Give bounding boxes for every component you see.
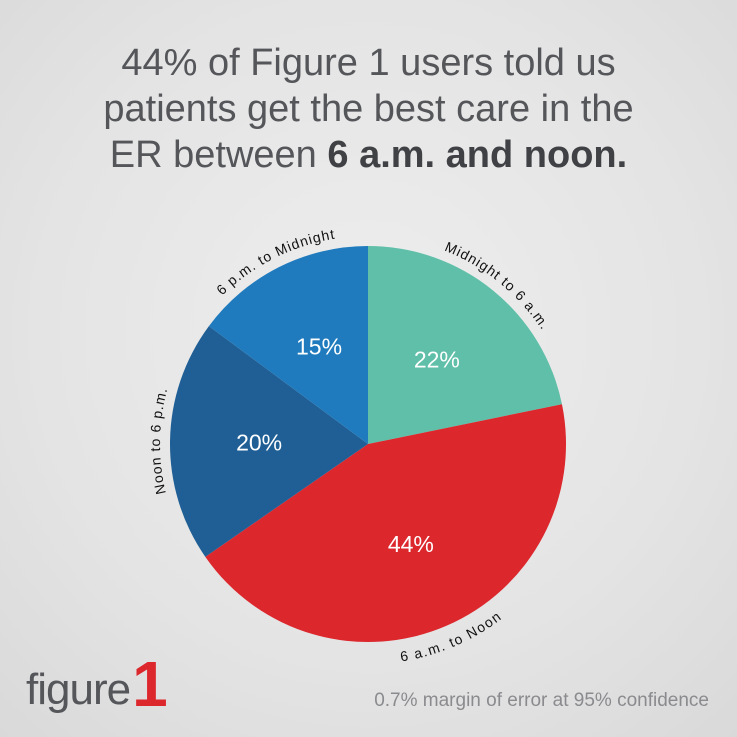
pie-slice-1 <box>368 246 562 444</box>
headline-line-2: patients get the best care in the <box>103 88 634 130</box>
margin-of-error-note: 0.7% margin of error at 95% confidence <box>374 690 709 711</box>
pie-slice-2 <box>205 404 567 642</box>
headline-line-3: ER between 6 a.m. and noon. <box>0 132 737 178</box>
figure1-logo: figure 1 <box>26 648 168 720</box>
pie-slice-3 <box>169 326 368 557</box>
headline-line-3-prefix: ER between <box>109 134 328 176</box>
slice-category-label: Noon to 6 p.m. <box>147 385 170 496</box>
slice-value-label: 44% <box>388 531 434 557</box>
headline: 44% of Figure 1 users told us patients g… <box>0 40 737 178</box>
logo-word: figure <box>26 665 131 714</box>
slice-value-label: 20% <box>236 429 282 455</box>
slice-value-label: 15% <box>296 334 342 360</box>
pie-slice-4 <box>208 246 368 444</box>
logo-number: 1 <box>132 648 168 720</box>
headline-emphasis: 6 a.m. and noon. <box>327 134 628 176</box>
headline-line-1: 44% of Figure 1 users told us <box>121 42 616 84</box>
slice-value-label: 22% <box>414 347 460 373</box>
